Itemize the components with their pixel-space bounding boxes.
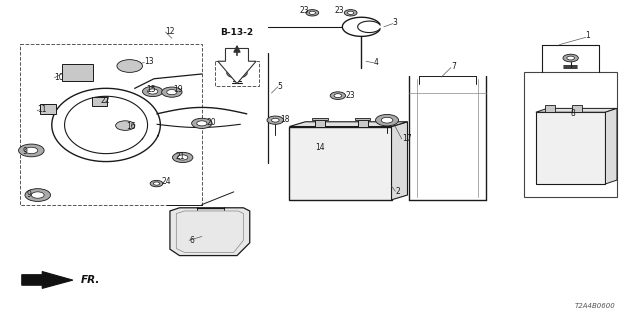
- Circle shape: [177, 155, 188, 160]
- Circle shape: [196, 121, 207, 126]
- Circle shape: [191, 118, 212, 128]
- Text: FR.: FR.: [81, 275, 100, 285]
- Text: 3: 3: [393, 19, 397, 28]
- Text: 20: 20: [206, 118, 216, 127]
- Text: 12: 12: [166, 27, 175, 36]
- Text: 8: 8: [570, 109, 575, 118]
- Circle shape: [117, 60, 143, 72]
- Circle shape: [563, 54, 579, 62]
- FancyBboxPatch shape: [572, 105, 582, 112]
- Circle shape: [143, 86, 163, 97]
- Text: 11: 11: [37, 106, 47, 115]
- Text: 19: 19: [173, 85, 183, 94]
- Circle shape: [376, 115, 399, 126]
- Circle shape: [348, 11, 354, 14]
- Circle shape: [232, 71, 241, 75]
- Circle shape: [173, 152, 193, 163]
- Circle shape: [381, 117, 393, 123]
- Text: 2: 2: [396, 187, 400, 196]
- FancyBboxPatch shape: [289, 126, 392, 200]
- FancyBboxPatch shape: [545, 105, 555, 112]
- Polygon shape: [289, 122, 408, 126]
- FancyBboxPatch shape: [62, 64, 93, 81]
- FancyBboxPatch shape: [92, 97, 108, 106]
- Circle shape: [162, 87, 182, 97]
- Circle shape: [344, 10, 357, 16]
- Circle shape: [334, 94, 342, 98]
- Polygon shape: [22, 271, 73, 288]
- Circle shape: [330, 92, 346, 100]
- Polygon shape: [218, 49, 256, 84]
- FancyBboxPatch shape: [312, 118, 328, 120]
- Text: 24: 24: [162, 177, 172, 186]
- Text: 22: 22: [100, 96, 110, 105]
- Text: 18: 18: [280, 115, 289, 124]
- FancyBboxPatch shape: [40, 104, 56, 114]
- Text: 5: 5: [278, 82, 283, 91]
- Polygon shape: [536, 108, 617, 112]
- Circle shape: [306, 10, 319, 16]
- Text: B-13-2: B-13-2: [220, 28, 253, 37]
- Circle shape: [567, 56, 575, 60]
- Text: 9: 9: [22, 147, 28, 156]
- Text: 6: 6: [189, 236, 194, 245]
- Circle shape: [150, 180, 163, 187]
- Text: 7: 7: [451, 62, 456, 71]
- Text: 14: 14: [315, 143, 324, 152]
- Text: 23: 23: [334, 6, 344, 15]
- Circle shape: [154, 182, 160, 185]
- Polygon shape: [605, 108, 617, 184]
- Circle shape: [148, 89, 158, 94]
- Circle shape: [116, 121, 135, 130]
- Text: 13: 13: [145, 57, 154, 66]
- FancyBboxPatch shape: [315, 120, 325, 126]
- Text: 15: 15: [147, 85, 156, 94]
- Circle shape: [167, 90, 177, 95]
- Circle shape: [19, 144, 44, 157]
- Text: 1: 1: [586, 31, 591, 40]
- Circle shape: [267, 116, 284, 124]
- Circle shape: [31, 192, 44, 198]
- Text: 9: 9: [27, 190, 32, 199]
- Text: 10: 10: [54, 73, 64, 82]
- Text: 23: 23: [346, 91, 355, 100]
- Circle shape: [309, 11, 316, 14]
- Text: 17: 17: [402, 134, 412, 143]
- Text: 4: 4: [374, 58, 378, 67]
- FancyBboxPatch shape: [536, 112, 605, 184]
- Circle shape: [25, 147, 38, 154]
- Circle shape: [227, 68, 247, 78]
- Polygon shape: [392, 122, 408, 200]
- Circle shape: [271, 118, 279, 122]
- FancyBboxPatch shape: [355, 118, 371, 120]
- Text: T2A4B0600: T2A4B0600: [574, 303, 615, 309]
- Circle shape: [25, 189, 51, 201]
- Text: 23: 23: [300, 6, 309, 15]
- FancyBboxPatch shape: [358, 120, 368, 126]
- Text: 21: 21: [175, 152, 185, 161]
- Text: 16: 16: [126, 122, 136, 131]
- Polygon shape: [170, 208, 250, 256]
